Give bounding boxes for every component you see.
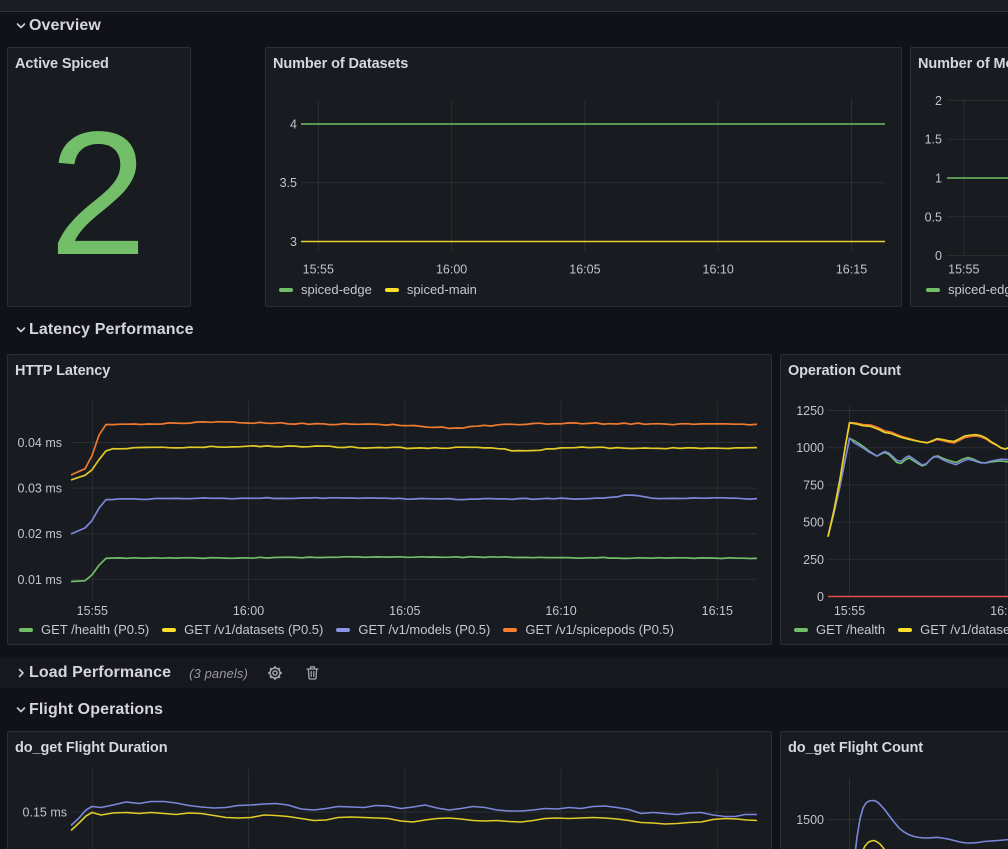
- svg-text:16:00: 16:00: [233, 604, 264, 618]
- svg-text:15:55: 15:55: [77, 604, 108, 618]
- svg-text:500: 500: [803, 516, 824, 530]
- svg-text:0.04 ms: 0.04 ms: [18, 436, 62, 450]
- svg-text:16:10: 16:10: [545, 604, 576, 618]
- svg-text:0: 0: [935, 249, 942, 263]
- svg-text:1000: 1000: [796, 441, 824, 455]
- svg-text:15:55: 15:55: [303, 263, 334, 277]
- svg-text:750: 750: [803, 478, 824, 492]
- svg-text:16:10: 16:10: [703, 263, 734, 277]
- svg-text:0.01 ms: 0.01 ms: [18, 573, 62, 587]
- svg-text:15:55: 15:55: [834, 604, 865, 618]
- svg-text:1: 1: [935, 172, 942, 186]
- svg-text:0.03 ms: 0.03 ms: [18, 482, 62, 496]
- svg-text:0.5: 0.5: [925, 210, 942, 224]
- svg-text:0.15 ms: 0.15 ms: [23, 806, 67, 820]
- svg-text:250: 250: [803, 553, 824, 567]
- svg-text:1500: 1500: [796, 813, 824, 827]
- svg-text:16:15: 16:15: [702, 604, 733, 618]
- svg-text:3: 3: [290, 235, 297, 249]
- svg-text:3.5: 3.5: [280, 176, 297, 190]
- svg-text:1.5: 1.5: [925, 133, 942, 147]
- svg-text:16:15: 16:15: [836, 263, 867, 277]
- svg-text:1250: 1250: [796, 404, 824, 418]
- svg-text:2: 2: [935, 94, 942, 108]
- svg-text:4: 4: [290, 118, 297, 132]
- svg-text:0: 0: [817, 590, 824, 604]
- svg-text:16:00: 16:00: [436, 263, 467, 277]
- svg-text:16:00: 16:00: [990, 604, 1008, 618]
- svg-text:0.02 ms: 0.02 ms: [18, 527, 62, 541]
- svg-text:16:05: 16:05: [389, 604, 420, 618]
- svg-text:15:55: 15:55: [948, 263, 979, 277]
- svg-text:16:05: 16:05: [569, 263, 600, 277]
